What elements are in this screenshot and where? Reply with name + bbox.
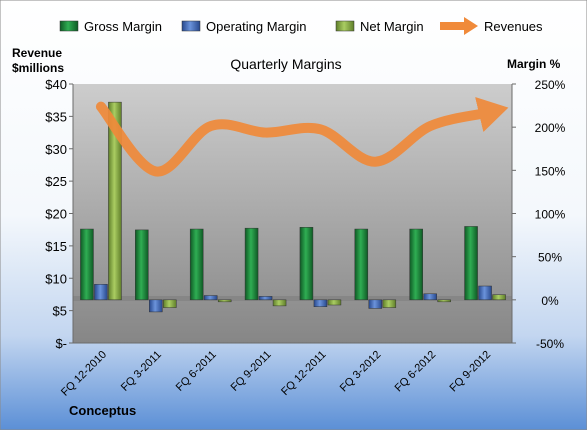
bar-operating-margin <box>258 296 273 301</box>
right-tick-label: 50% <box>538 251 562 265</box>
left-axis-title-line1: Revenue <box>12 46 62 60</box>
right-axis-title: Margin % <box>507 57 561 71</box>
bar-gross-margin <box>80 228 94 301</box>
legend-label: Operating Margin <box>206 19 306 34</box>
right-tick-label: 200% <box>535 121 566 135</box>
left-tick-label: $10 <box>45 271 67 286</box>
bar-net-margin <box>108 101 122 301</box>
bar-net-margin <box>217 299 232 303</box>
bar-net-margin <box>327 299 342 306</box>
left-tick-label: $- <box>55 336 67 351</box>
bar-net-margin <box>382 299 397 308</box>
left-axis-title-line2: $millions <box>12 61 64 75</box>
right-tick-label: 0% <box>541 294 559 308</box>
bar-operating-margin <box>423 293 437 301</box>
legend-label: Gross Margin <box>84 19 162 34</box>
bar-gross-margin <box>135 229 149 301</box>
bar-net-margin <box>492 294 506 301</box>
bar-gross-margin <box>464 226 478 301</box>
right-tick-label: 150% <box>535 164 566 178</box>
bar-gross-margin <box>189 228 204 301</box>
bar-net-margin <box>163 299 177 308</box>
left-tick-label: $35 <box>45 109 67 124</box>
bar-operating-margin <box>313 299 328 307</box>
right-tick-label: 100% <box>535 208 566 222</box>
left-tick-label: $5 <box>53 304 67 319</box>
bars <box>80 101 506 313</box>
legend-swatch <box>335 20 355 32</box>
left-tick-label: $30 <box>45 142 67 157</box>
left-tick-label: $15 <box>45 239 67 254</box>
left-tick-label: $40 <box>45 77 67 92</box>
revenue-line <box>95 96 509 177</box>
bar-operating-margin <box>368 299 383 309</box>
left-tick-label: $20 <box>45 207 67 222</box>
bar-operating-margin <box>478 285 492 301</box>
chart-title: Quarterly Margins <box>230 56 341 72</box>
floor-strip <box>73 296 512 301</box>
bar-net-margin <box>272 299 287 307</box>
company-label: Conceptus <box>69 403 136 418</box>
bar-operating-margin <box>94 284 108 301</box>
right-tick-label: 250% <box>535 78 566 92</box>
bar-gross-margin <box>299 227 314 301</box>
bar-gross-margin <box>244 227 259 301</box>
bar-net-margin <box>437 299 451 303</box>
legend-arrow <box>464 17 478 35</box>
bar-gross-margin <box>409 228 423 301</box>
legend: Gross Margin Operating Margin Net Margin Re… <box>59 17 543 35</box>
right-tick-label: -50% <box>536 337 564 351</box>
bar-operating-margin <box>149 299 163 313</box>
legend-label: Net Margin <box>360 19 424 34</box>
bar-gross-margin <box>354 228 369 301</box>
legend-swatch <box>59 20 79 32</box>
legend-swatch <box>181 20 201 32</box>
legend-label: Revenues <box>484 19 543 34</box>
left-tick-label: $25 <box>45 174 67 189</box>
bar-operating-margin <box>203 295 218 301</box>
